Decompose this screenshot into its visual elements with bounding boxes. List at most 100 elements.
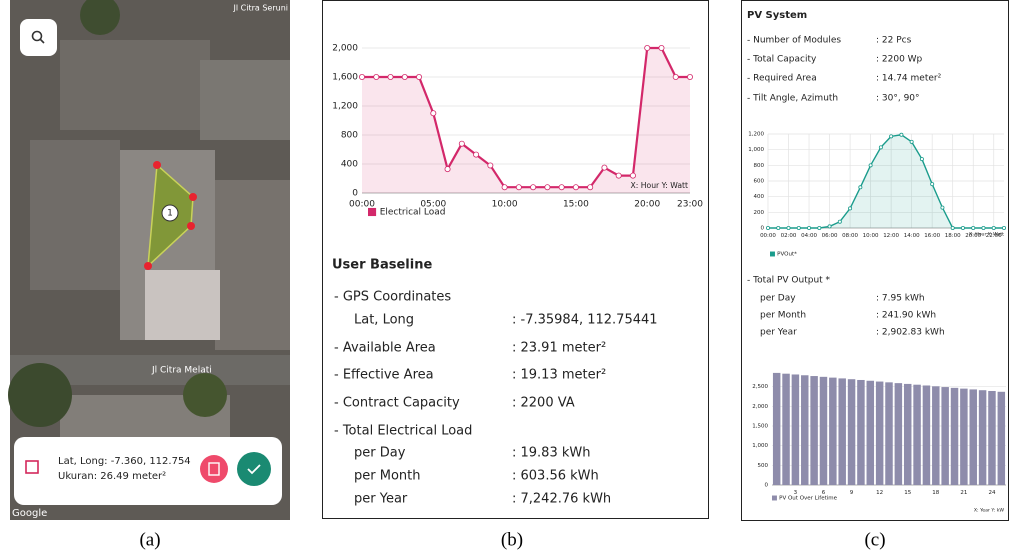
x-tick-label: 00:00 — [760, 233, 776, 239]
bar — [923, 385, 930, 485]
row-label: - Required Area — [747, 74, 817, 84]
delete-button[interactable] — [200, 455, 228, 483]
point — [473, 152, 478, 157]
search-button[interactable] — [20, 19, 57, 56]
point — [931, 183, 934, 186]
row-value: : 2200 Wp — [876, 55, 923, 65]
bar — [960, 389, 967, 485]
y-tick-label: 500 — [758, 463, 769, 469]
bar — [998, 392, 1005, 485]
bar — [848, 379, 855, 485]
y-tick-label: 1,200 — [748, 132, 764, 138]
bar — [904, 384, 911, 485]
x-tick-label: 06:00 — [822, 233, 838, 239]
vertex[interactable] — [189, 193, 197, 201]
x-tick-label: 12:00 — [883, 233, 899, 239]
point — [992, 226, 995, 229]
street-label: Jl Citra Melati — [151, 366, 212, 376]
row-value: : 30°, 90° — [876, 94, 920, 104]
y-tick-label: 200 — [754, 210, 765, 216]
point — [818, 226, 821, 229]
legend-swatch — [368, 208, 376, 216]
x-tick-label: 10:00 — [863, 233, 879, 239]
annotation: X: Year Y: kW — [974, 508, 1005, 514]
row-label: - Contract Capacity — [334, 396, 460, 411]
bar — [801, 375, 808, 485]
row-value: : 2200 VA — [512, 396, 575, 411]
row-label: per Day — [354, 446, 406, 461]
y-tick-label: 2,000 — [332, 44, 358, 54]
vertex[interactable] — [153, 161, 161, 169]
row-value: : 7,242.76 kWh — [512, 492, 611, 507]
figure-canvas: 1 Jl Citra Seruni Jl Citra Melati Lat, L… — [0, 0, 1011, 556]
row-value: : 241.90 kWh — [876, 311, 936, 321]
y-tick-label: 1,500 — [752, 424, 768, 430]
vertex[interactable] — [144, 262, 152, 270]
y-tick-label: 1,600 — [332, 73, 358, 83]
bar — [782, 374, 789, 485]
section-title: PV System — [747, 10, 807, 21]
point — [588, 185, 593, 190]
x-tick-label: 15:00 — [563, 200, 589, 210]
bar — [773, 373, 780, 485]
point — [900, 133, 903, 136]
bar — [867, 381, 874, 485]
y-tick-label: 1,000 — [748, 147, 764, 153]
x-tick-label: 04:00 — [801, 233, 817, 239]
point — [645, 45, 650, 50]
x-tick-label: 16:00 — [924, 233, 940, 239]
point — [431, 111, 436, 116]
bar — [792, 374, 799, 485]
y-tick-label: 400 — [341, 160, 358, 170]
point — [687, 74, 692, 79]
bar — [979, 390, 986, 485]
roof — [145, 270, 220, 340]
point — [531, 185, 536, 190]
point — [545, 185, 550, 190]
point — [616, 173, 621, 178]
bar — [932, 386, 939, 485]
row-value: : 603.56 kWh — [512, 469, 599, 484]
row-label: per Year — [760, 328, 797, 338]
polygon-label: 1 — [167, 209, 173, 219]
tree — [183, 373, 227, 417]
y-tick-label: 400 — [754, 194, 765, 200]
y-tick-label: 800 — [754, 163, 765, 169]
section-title: User Baseline — [332, 258, 432, 273]
bar — [838, 378, 845, 485]
x-tick-label: 20:00 — [634, 200, 660, 210]
bar — [810, 376, 817, 485]
x-tick-label: 23:00 — [677, 200, 703, 210]
bar — [913, 385, 920, 485]
bar — [876, 382, 883, 485]
bar — [857, 380, 864, 485]
x-tick-label: 9 — [850, 490, 854, 496]
row-value: : 22 Pcs — [876, 36, 912, 46]
y-tick-label: 0 — [352, 189, 358, 199]
x-tick-label: 18:00 — [945, 233, 961, 239]
attribution: Google — [12, 508, 47, 519]
x-tick-label: 02:00 — [781, 233, 797, 239]
roof — [215, 180, 290, 350]
y-tick-label: 0 — [765, 483, 769, 489]
point — [961, 226, 964, 229]
point — [838, 220, 841, 223]
x-tick-label: 14:00 — [904, 233, 920, 239]
point — [673, 74, 678, 79]
bar — [829, 378, 836, 485]
point — [388, 74, 393, 79]
vertex[interactable] — [187, 222, 195, 230]
point — [920, 157, 923, 160]
point — [972, 226, 975, 229]
roof — [200, 60, 290, 140]
confirm-button[interactable] — [237, 452, 271, 486]
point — [602, 165, 607, 170]
row-value: : -7.35984, 112.75441 — [512, 313, 658, 328]
x-tick-label: 10:00 — [492, 200, 518, 210]
point — [869, 164, 872, 167]
point — [459, 141, 464, 146]
point — [573, 185, 578, 190]
point — [777, 226, 780, 229]
caption: (a) — [139, 529, 160, 550]
bar — [969, 389, 976, 485]
